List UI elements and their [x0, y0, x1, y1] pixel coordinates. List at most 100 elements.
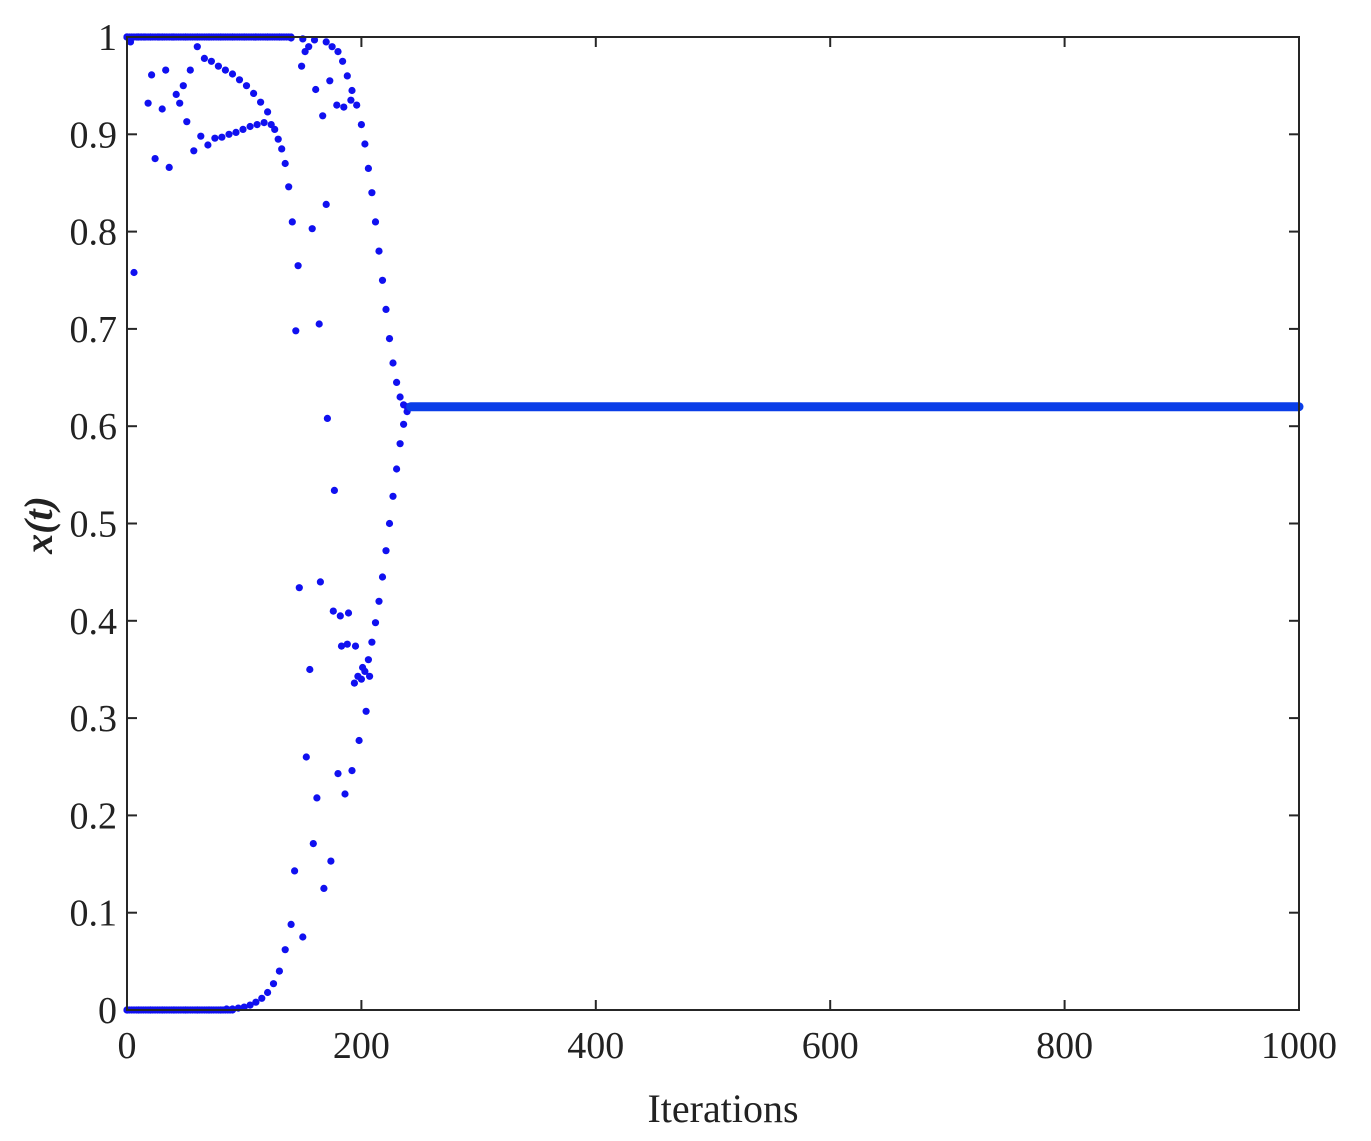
x-axis-ticks: 0 200 400 600 800 1000	[118, 37, 1337, 1067]
data-point	[382, 547, 390, 555]
data-point	[393, 465, 401, 473]
data-point	[334, 48, 342, 56]
data-point	[337, 642, 346, 650]
data-point	[285, 183, 293, 191]
x-axis-label: Iterations	[647, 1086, 798, 1131]
data-point	[186, 66, 194, 74]
data-point	[364, 656, 372, 664]
data-point	[302, 753, 310, 761]
data-point	[329, 607, 337, 615]
data-point	[291, 867, 299, 875]
data-point	[368, 189, 376, 197]
data-point	[287, 920, 295, 929]
data-point	[364, 164, 372, 172]
data-point	[211, 134, 219, 142]
data-point	[144, 99, 152, 107]
y-axis-ticks: 0 0.1 0.2 0.3 0.4 0.5 0.6 0.7 0.8 0.9 1	[70, 17, 1299, 1032]
y-tick-label: 0.9	[70, 114, 118, 156]
data-point	[260, 119, 268, 127]
data-point	[179, 82, 187, 90]
data-point	[207, 57, 215, 65]
y-tick-label: 0.4	[70, 601, 118, 643]
data-point	[326, 77, 334, 85]
data-point	[315, 320, 323, 328]
data-point	[382, 305, 390, 313]
data-point	[322, 38, 330, 46]
data-point	[322, 200, 330, 208]
data-point	[330, 486, 338, 494]
data-point	[313, 794, 321, 802]
data-point	[336, 612, 344, 620]
data-point	[228, 70, 237, 78]
data-point	[328, 43, 336, 51]
data-point	[371, 218, 380, 226]
data-point	[310, 36, 319, 44]
data-point	[278, 145, 286, 153]
data-point	[396, 393, 404, 401]
x-tick-label: 1000	[1261, 1025, 1337, 1067]
y-tick-label: 1	[98, 17, 117, 59]
data-point	[371, 619, 380, 627]
data-point	[306, 665, 314, 674]
data-point	[246, 1001, 254, 1009]
data-point	[350, 679, 358, 687]
data-point	[334, 770, 342, 778]
data-point	[162, 66, 170, 74]
y-tick-label: 0.3	[70, 698, 118, 740]
data-point	[385, 519, 394, 528]
data-point	[295, 584, 303, 592]
data-point	[357, 121, 365, 129]
plot-background	[127, 37, 1299, 1010]
x-tick-label: 0	[118, 1025, 137, 1067]
data-point	[316, 578, 324, 586]
y-tick-label: 0	[98, 990, 117, 1032]
data-point	[232, 128, 240, 136]
data-point	[308, 225, 316, 233]
data-point	[252, 998, 260, 1006]
data-point	[348, 86, 356, 95]
data-point	[378, 276, 387, 284]
data-point	[253, 121, 261, 129]
data-point	[362, 707, 370, 715]
data-point	[348, 767, 356, 775]
data-point	[183, 118, 191, 126]
data-point	[378, 573, 387, 581]
data-point	[281, 946, 289, 954]
x-tick-label: 600	[802, 1025, 859, 1067]
data-point	[269, 980, 278, 988]
y-tick-label: 0.8	[70, 212, 118, 254]
data-point	[235, 76, 244, 84]
data-point	[239, 125, 247, 133]
data-point	[197, 132, 205, 140]
data-markers	[123, 33, 1304, 1014]
data-point	[258, 994, 266, 1002]
data-point	[246, 122, 254, 131]
data-point	[375, 247, 383, 255]
data-point	[319, 112, 327, 120]
data-point	[274, 135, 282, 143]
data-point	[353, 101, 361, 109]
data-point	[389, 492, 397, 500]
data-point	[240, 1003, 248, 1011]
data-point	[309, 840, 317, 848]
data-point	[190, 147, 198, 155]
data-point	[385, 335, 394, 343]
y-tick-label: 0.2	[70, 795, 118, 837]
data-point	[312, 85, 320, 94]
data-point	[343, 640, 351, 648]
data-point	[327, 857, 335, 865]
data-point	[257, 98, 265, 106]
data-point	[400, 420, 408, 428]
data-point	[305, 43, 313, 51]
data-point	[193, 43, 201, 51]
data-point	[347, 96, 355, 104]
data-point	[366, 672, 374, 680]
data-point	[357, 675, 365, 683]
data-point	[214, 62, 222, 70]
data-point	[200, 54, 208, 63]
data-point	[340, 103, 348, 111]
x-tick-label: 200	[333, 1025, 390, 1067]
data-point	[281, 159, 289, 168]
data-point	[130, 268, 138, 277]
